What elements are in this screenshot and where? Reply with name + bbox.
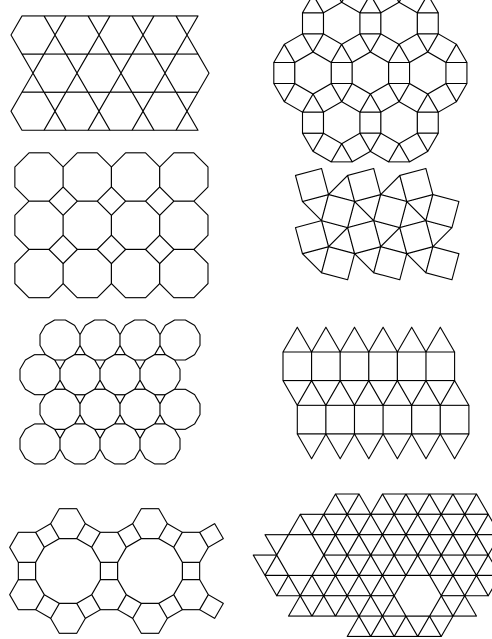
square-tile <box>445 61 468 85</box>
square-tile <box>96 234 127 265</box>
triangle-tile <box>439 433 470 460</box>
dodecagon-tile <box>79 319 121 361</box>
hexagon-tile <box>98 91 144 131</box>
triangle-tile <box>445 43 468 64</box>
triangle-tile <box>368 326 398 353</box>
square-tile <box>399 167 434 203</box>
triangle-tile <box>339 326 370 353</box>
square-tile <box>145 186 175 216</box>
triangle-tile <box>475 534 492 556</box>
dodecagon-tile <box>19 354 61 396</box>
square-tile <box>373 194 408 229</box>
triangle-tile <box>311 326 341 353</box>
square-tile <box>325 404 356 435</box>
square-tile <box>359 12 382 35</box>
triangle-tile <box>411 433 441 460</box>
dodecagon-tile <box>39 319 81 361</box>
square-tile <box>330 61 353 85</box>
square-tile <box>353 404 384 435</box>
square-tile <box>301 12 325 35</box>
square-tile <box>382 404 413 435</box>
square-tile <box>301 111 325 134</box>
square-tile <box>416 12 439 35</box>
dodecagon-tile <box>139 354 181 396</box>
dodecagon-tile <box>159 319 201 361</box>
triangle-tile <box>282 326 313 353</box>
square-tile <box>416 111 439 134</box>
hexagon-tile <box>380 1 418 45</box>
square-tile <box>311 351 341 382</box>
dodecagon-tile <box>19 423 61 465</box>
hexagon-tile <box>294 51 332 95</box>
square-tile <box>181 561 201 581</box>
triangle-tile <box>452 595 478 617</box>
triangle-tile <box>475 574 492 597</box>
square-tile <box>373 246 408 281</box>
dodecagon-tile <box>59 354 101 396</box>
dodecagon-tile <box>59 423 101 465</box>
square-tile <box>273 61 296 85</box>
square-tile <box>396 351 427 382</box>
hexagon-tile <box>351 51 390 95</box>
square-tile <box>320 194 356 229</box>
hexagon-tile <box>54 91 100 131</box>
dodecagon-tile <box>139 423 181 465</box>
dodecagon-tile <box>35 538 101 604</box>
dodecagon-tile <box>99 354 141 396</box>
triangle-tile <box>353 433 384 460</box>
square-tile <box>99 561 119 581</box>
dodecagon-tile <box>119 388 161 430</box>
square-tile <box>347 220 382 255</box>
dodecagon-tile <box>99 423 141 465</box>
square-tile <box>48 186 78 216</box>
square-tile <box>425 194 460 229</box>
square-tile <box>359 111 382 134</box>
square-tile <box>320 246 356 281</box>
dodecagon-tile <box>117 538 183 604</box>
hexagon-tile <box>10 91 56 131</box>
dodecagon-tile <box>159 388 201 430</box>
triangle-tile <box>382 433 413 460</box>
square-tile <box>439 404 470 435</box>
square-tile <box>425 246 460 281</box>
square-tile <box>399 220 434 255</box>
dodecagon-tile <box>119 319 161 361</box>
square-tile <box>294 220 330 255</box>
square-tile <box>411 404 441 435</box>
square-tile <box>282 351 313 382</box>
hexagon-tile <box>142 91 188 131</box>
hexagon-tile <box>322 1 361 45</box>
dodecagon-tile <box>79 388 121 430</box>
triangle-tile <box>396 326 427 353</box>
square-tile <box>17 561 37 581</box>
square-tile <box>96 186 127 216</box>
hexagon-tile <box>409 51 447 95</box>
triangle-tile <box>325 433 356 460</box>
triangle-tile <box>296 433 327 460</box>
triangle-tile <box>428 615 454 638</box>
square-tile <box>294 167 330 203</box>
hexagon-tile <box>164 53 210 93</box>
square-tile <box>199 523 224 548</box>
square-tile <box>339 351 370 382</box>
square-tile <box>48 234 78 265</box>
square-tile <box>368 351 398 382</box>
square-tile <box>425 351 456 382</box>
hexagon-tile <box>380 101 418 145</box>
square-tile <box>145 234 175 265</box>
square-tile <box>347 167 382 203</box>
hexagon-tile <box>276 534 325 576</box>
hexagon-tile <box>393 574 442 617</box>
square-tile <box>296 404 327 435</box>
triangle-tile <box>416 0 439 14</box>
square-tile <box>388 61 411 85</box>
hexagon-tile <box>322 101 361 145</box>
square-tile <box>199 594 224 619</box>
dodecagon-tile <box>39 388 81 430</box>
triangle-tile <box>425 326 456 353</box>
